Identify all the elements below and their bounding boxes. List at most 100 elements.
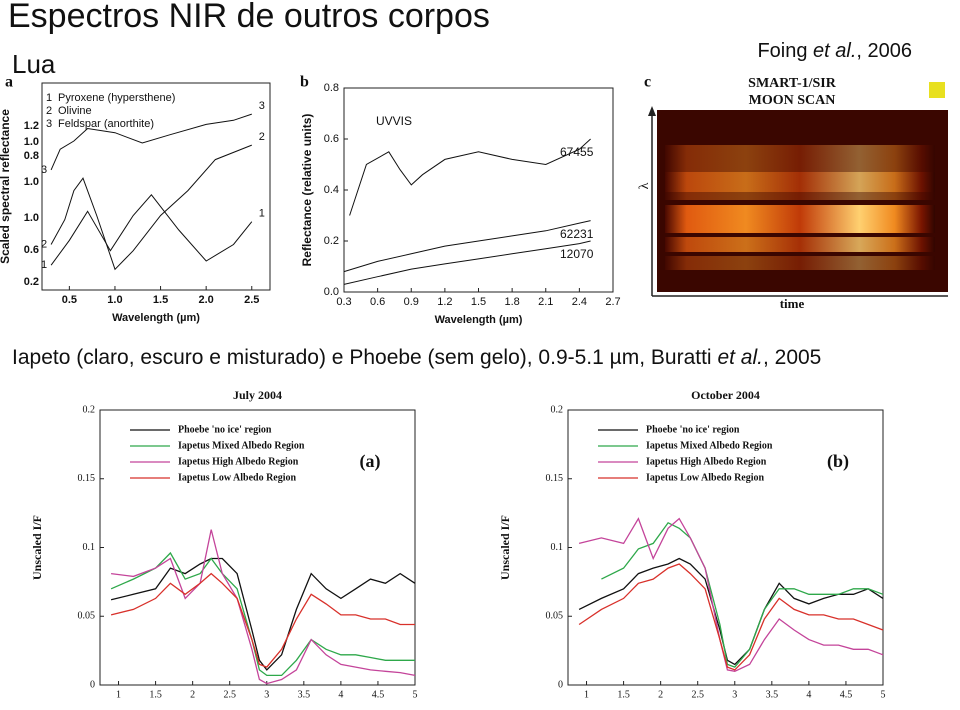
legend-number: 1 (46, 92, 52, 104)
y-tick-label: 0 (558, 679, 563, 690)
arrow-head (648, 106, 656, 116)
series-line (111, 529, 416, 685)
x-tick-label: 2.4 (572, 296, 587, 308)
logo (929, 82, 945, 98)
y-tick-label: 1.2 (24, 120, 39, 132)
y-axis-label: Scaled spectral reflectance (0, 109, 12, 264)
legend-label: Feldspar (anorthite) (58, 118, 154, 130)
y-tick-label: 0.1 (83, 542, 96, 553)
scan-title: SMART-1/SIR (748, 76, 837, 91)
curve-label: 1 (41, 259, 47, 271)
x-tick-label: 4 (338, 689, 343, 700)
series-label: 12070 (560, 247, 594, 261)
x-tick-label: 2.5 (244, 294, 259, 306)
legend-label: Iapetus Low Albedo Region (646, 472, 765, 483)
y-tick-label: 0.8 (24, 150, 39, 162)
caption: Iapeto (claro, escuro e misturado) e Pho… (12, 346, 821, 369)
series-line (578, 517, 884, 672)
legend-number: 2 (46, 105, 52, 117)
y-tick-label: 0.4 (324, 184, 339, 196)
axis-label: λ (637, 182, 652, 189)
x-tick-label: 0.5 (62, 294, 77, 306)
y-tick-label: 0.0 (324, 286, 339, 298)
panel-letter: c (644, 74, 651, 91)
series-line (343, 240, 591, 285)
x-tick-label: 1 (116, 689, 121, 700)
y-tick-label: 0.6 (24, 244, 39, 256)
x-tick-label: 3 (732, 689, 737, 700)
x-tick-label: 1.5 (617, 689, 630, 700)
y-tick-label: 0.1 (551, 542, 564, 553)
y-tick-label: 1.0 (24, 176, 39, 188)
x-tick-label: 2 (190, 689, 195, 700)
series-line (110, 572, 415, 668)
y-tick-label: 0.05 (78, 611, 96, 622)
x-tick-label: 3 (264, 689, 269, 700)
chart-title: July 2004 (233, 388, 282, 402)
x-tick-label: 2.5 (223, 689, 236, 700)
axis-label: time (780, 296, 805, 311)
legend-number: 3 (46, 118, 52, 130)
legend-label: Iapetus High Albedo Region (646, 456, 767, 467)
y-tick-label: 0.6 (324, 133, 339, 145)
x-tick-label: 4.5 (372, 689, 385, 700)
x-tick-label: 1.5 (149, 689, 162, 700)
scan-band (665, 237, 935, 252)
annotation: UVVIS (376, 114, 412, 128)
panel-letter: (b) (827, 451, 849, 472)
series-line (50, 194, 253, 266)
curve-label: 3 (41, 164, 47, 176)
legend-label: Phoebe 'no ice' region (646, 424, 740, 435)
panel-letter: a (5, 74, 13, 91)
curve-label: 2 (259, 131, 265, 143)
x-tick-label: 1.5 (153, 294, 168, 306)
y-axis-label: Unscaled I/F (30, 515, 44, 580)
scan-band (665, 256, 935, 270)
series-line (50, 144, 252, 271)
series-line (343, 220, 591, 273)
legend-label: Iapetus Mixed Albedo Region (178, 440, 305, 451)
legend-label: Phoebe 'no ice' region (178, 424, 272, 435)
series-label: 62231 (560, 227, 594, 241)
x-tick-label: 3.5 (766, 689, 779, 700)
legend-label: Iapetus High Albedo Region (178, 456, 299, 467)
moon-scan-panel: c SMART-1/SIR MOON SCAN λ time (637, 74, 948, 311)
x-tick-label: 1.0 (107, 294, 122, 306)
slide-title: Espectros NIR de outros corpos (8, 0, 490, 35)
x-tick-label: 2.7 (605, 296, 620, 308)
y-tick-label: 0.2 (551, 404, 564, 415)
x-tick-label: 4 (806, 689, 811, 700)
y-tick-label: 0 (90, 679, 95, 690)
curve-label: 2 (41, 238, 47, 250)
y-tick-label: 0.2 (324, 235, 339, 247)
legend-label: Iapetus Low Albedo Region (178, 472, 297, 483)
y-tick-label: 0.2 (24, 276, 39, 288)
curve-label: 3 (259, 100, 265, 112)
x-tick-label: 0.6 (370, 296, 385, 308)
series-line (110, 551, 415, 677)
legend-label: Pyroxene (hypersthene) (58, 92, 175, 104)
curve-label: 1 (259, 208, 265, 220)
panel-letter: b (300, 74, 309, 91)
x-tick-label: 1 (584, 689, 589, 700)
y-tick-label: 0.2 (83, 404, 96, 415)
section-heading: Lua (12, 49, 56, 79)
series-line (50, 113, 252, 171)
scan-band (665, 205, 935, 233)
x-axis-label: Wavelength (µm) (435, 314, 523, 326)
series-label: 67455 (560, 145, 594, 159)
x-tick-label: 2.0 (199, 294, 214, 306)
legend-label: Olivine (58, 105, 92, 117)
y-tick-label: 0.05 (546, 611, 564, 622)
x-tick-label: 1.5 (471, 296, 486, 308)
x-tick-label: 3.5 (298, 689, 311, 700)
y-tick-label: 1.0 (24, 212, 39, 224)
scan-band (665, 172, 935, 192)
panel-letter: (a) (360, 451, 381, 472)
x-tick-label: 2.5 (691, 689, 704, 700)
y-tick-label: 0.15 (546, 473, 564, 484)
x-tick-label: 0.3 (336, 296, 351, 308)
y-tick-label: 1.0 (24, 136, 39, 148)
y-axis-label: Unscaled I/F (498, 515, 512, 580)
